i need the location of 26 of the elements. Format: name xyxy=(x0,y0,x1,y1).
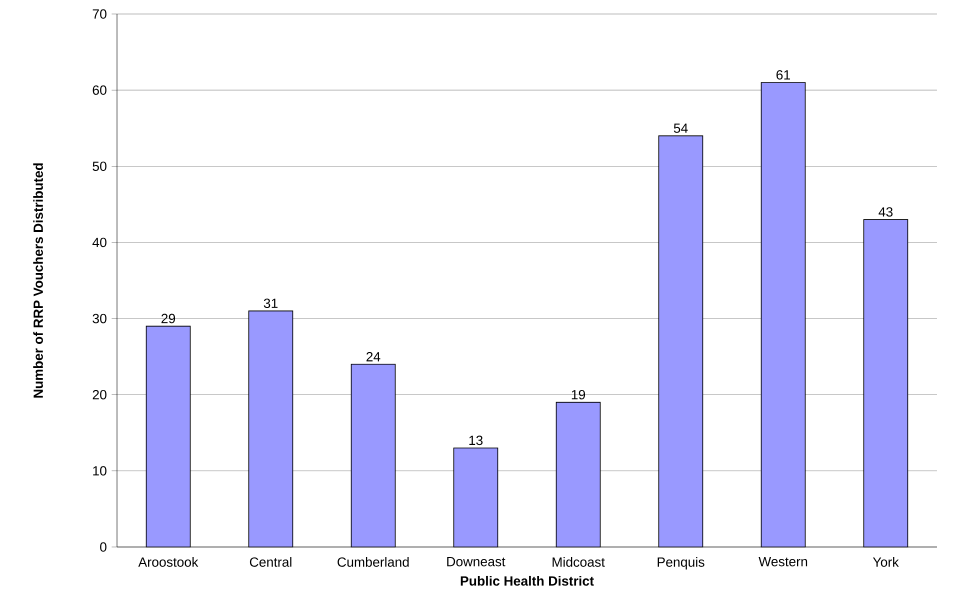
y-tick-label: 10 xyxy=(93,466,106,476)
y-tick-label: 70 xyxy=(92,9,106,19)
y-tick-label: 40 xyxy=(92,238,106,248)
x-tick-label: Western xyxy=(758,557,808,566)
y-tick-label: 50 xyxy=(92,162,106,171)
data-label: 13 xyxy=(469,436,483,446)
x-tick-label: Downeast xyxy=(447,557,506,566)
x-tick-label: Penquis xyxy=(658,557,704,570)
y-tick-label: 60 xyxy=(92,85,106,95)
y-tick-label: 0 xyxy=(100,542,106,552)
data-label: 24 xyxy=(366,352,380,362)
y-tick-label: 20 xyxy=(92,390,106,400)
data-label: 43 xyxy=(878,207,893,217)
x-axis-title: Public Health District xyxy=(460,576,594,586)
x-tick-label: Aroostook xyxy=(138,557,198,567)
data-label: 29 xyxy=(162,314,176,324)
data-label: 61 xyxy=(776,70,790,80)
data-label: 19 xyxy=(572,390,586,400)
y-axis-title: Number of RRP Vouchers Distributed xyxy=(33,163,43,398)
x-tick-label: Cumberland xyxy=(338,557,409,567)
x-tick-label: Midcoast xyxy=(552,557,605,567)
data-label: 31 xyxy=(264,298,278,308)
x-tick-label: York xyxy=(872,557,899,567)
x-tick-label: Central xyxy=(250,557,292,567)
data-label: 54 xyxy=(674,124,688,133)
y-tick-label: 30 xyxy=(92,314,106,324)
